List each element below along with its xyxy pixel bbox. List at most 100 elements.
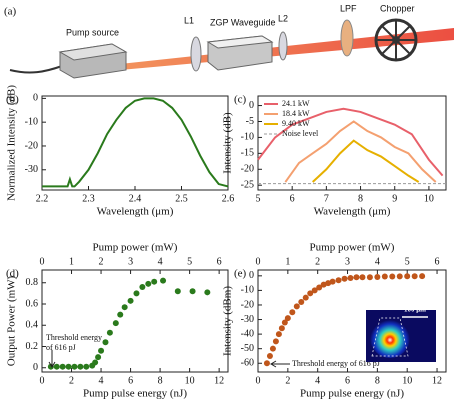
x-tick-label: 4	[99, 375, 104, 386]
annotation: Threshold energy	[46, 333, 102, 342]
data-point	[117, 311, 124, 318]
x-tick-label: 6	[290, 193, 295, 204]
x-tick-label: 6	[128, 375, 133, 386]
data-point	[347, 275, 354, 282]
panel-label: (c)	[234, 94, 247, 106]
plot-frame	[257, 95, 447, 191]
lpf	[340, 19, 354, 57]
panel-label: (d)	[6, 268, 19, 280]
x2-tick-label: 6	[435, 256, 440, 267]
lens-l1	[190, 36, 202, 72]
data-point	[381, 273, 388, 280]
panel-label: (b)	[6, 94, 19, 106]
data-point	[189, 288, 196, 295]
data-point	[307, 290, 314, 297]
legend-label: Noise level	[282, 129, 319, 138]
data-point	[366, 274, 373, 281]
y-tick-label: -15	[241, 148, 254, 159]
data-point	[160, 277, 167, 284]
x2-axis-label: Pump power (mW)	[93, 242, 178, 254]
series-line	[312, 139, 420, 183]
data-point	[374, 273, 381, 280]
plot-frame	[41, 95, 229, 191]
y-tick-label: -60	[241, 358, 254, 369]
x-tick-label: 8	[158, 375, 163, 386]
component-label: Chopper	[380, 3, 415, 13]
data-point	[311, 287, 318, 294]
mode-profile	[370, 318, 410, 358]
y-tick-label: 0.4	[26, 320, 39, 331]
data-point	[133, 290, 140, 297]
x2-tick-label: 4	[375, 256, 380, 267]
data-point	[389, 273, 396, 280]
data-point	[65, 363, 72, 370]
y-tick-label: -20	[241, 299, 254, 310]
data-point	[293, 303, 300, 310]
component-label: Pump source	[66, 27, 119, 37]
pump-source-top	[58, 43, 128, 61]
x-tick-label: 7	[324, 193, 329, 204]
x-tick-label: 5	[256, 193, 261, 204]
x-axis-label: Wavelength (μm)	[97, 206, 174, 218]
data-point	[284, 315, 291, 322]
x2-tick-label: 1	[69, 256, 74, 267]
data-point	[302, 294, 309, 301]
x-tick-label: 9	[392, 193, 397, 204]
data-point	[335, 277, 342, 284]
data-point	[102, 339, 109, 346]
data-point	[174, 288, 181, 295]
x2-tick-label: 2	[315, 256, 320, 267]
arrow-head	[48, 361, 56, 368]
data-point	[127, 297, 134, 304]
x-tick-label: 0	[256, 375, 261, 386]
data-point	[121, 304, 128, 311]
x-tick-label: 0	[40, 375, 45, 386]
data-point	[83, 363, 90, 370]
y-axis-label: Intensity (dB)	[222, 112, 234, 174]
data-point	[353, 274, 360, 281]
x-tick-label: 2.6	[222, 193, 235, 204]
x2-tick-label: 5	[187, 256, 192, 267]
data-point	[145, 280, 152, 287]
data-point	[151, 278, 158, 285]
data-point	[404, 273, 411, 280]
series-line	[257, 107, 444, 177]
waveguide-outline	[371, 317, 409, 357]
data-point	[266, 352, 273, 359]
data-point	[341, 275, 348, 282]
y-tick-label: -10	[241, 132, 254, 143]
x-tick-label: 4	[315, 375, 320, 386]
x2-tick-label: 5	[405, 256, 410, 267]
data-point	[329, 278, 336, 285]
y-axis-label: Intensity (dBm)	[222, 286, 234, 356]
y-tick-label: -20	[241, 164, 254, 175]
x2-tick-label: 0	[40, 256, 45, 267]
x2-tick-label: 3	[345, 256, 350, 267]
x-axis-label: Wavelength (μm)	[314, 206, 391, 218]
x2-tick-label: 2	[99, 256, 104, 267]
plot-frame	[257, 269, 447, 373]
data-point	[275, 331, 282, 338]
y-tick-label: -50	[241, 343, 254, 354]
x-tick-label: 10	[402, 375, 412, 386]
data-point	[53, 363, 60, 370]
arrow-head	[270, 360, 277, 368]
data-point	[289, 309, 296, 316]
data-point	[92, 359, 99, 366]
x-tick-label: 12	[214, 375, 224, 386]
plot-frame	[41, 269, 229, 373]
inset: 100 μm	[366, 306, 436, 362]
x2-tick-label: 1	[285, 256, 290, 267]
y-axis-label: Output Power (mW)	[6, 275, 18, 366]
component-label: ZGP Waveguide	[210, 17, 276, 27]
lens-l2	[278, 31, 288, 61]
y-tick-label: -5	[246, 116, 254, 127]
y-tick-label: 0.2	[26, 341, 39, 352]
data-point	[298, 299, 305, 306]
data-point	[316, 284, 323, 291]
x-tick-label: 8	[358, 193, 363, 204]
waveguide-top	[206, 35, 274, 49]
component-label: L2	[278, 13, 288, 23]
x-tick-label: 2.5	[175, 193, 188, 204]
